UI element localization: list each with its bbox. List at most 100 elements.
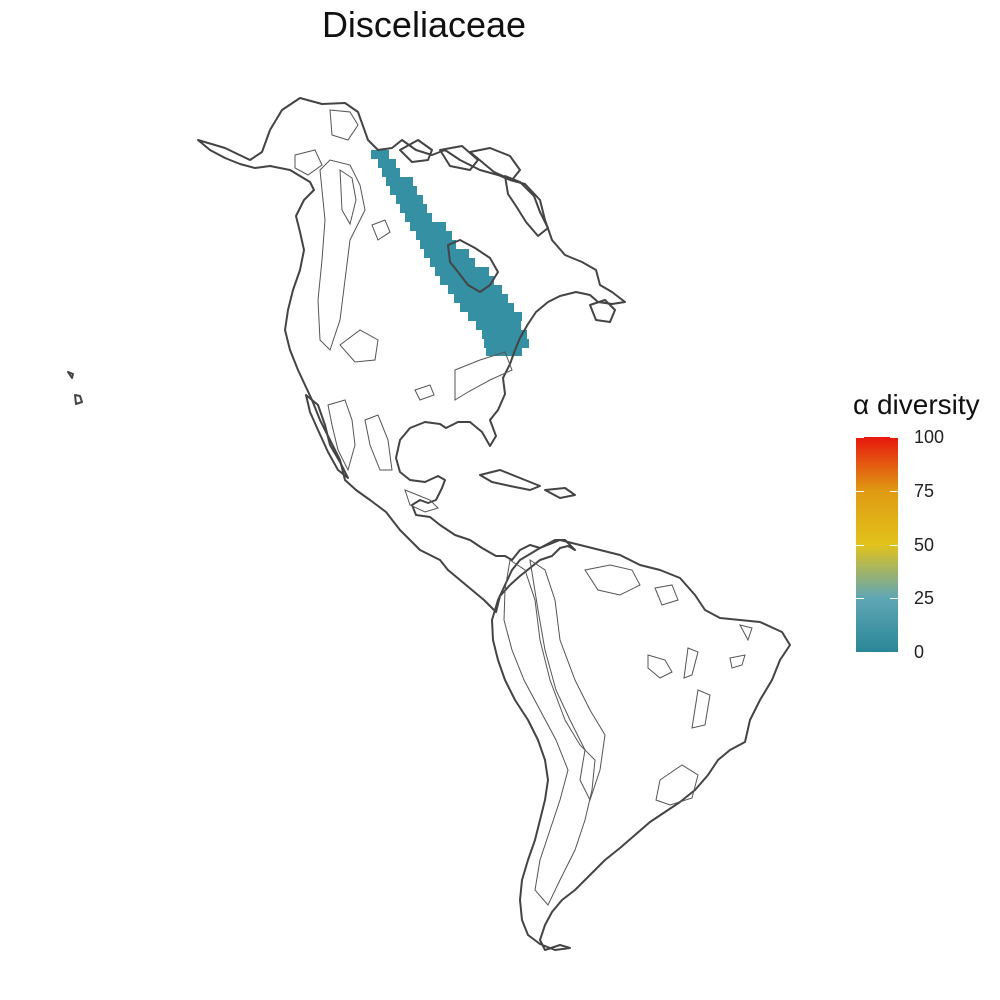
legend-tick-mark <box>856 598 864 600</box>
diversity-cell <box>408 186 417 195</box>
legend-title: α diversity <box>853 389 980 420</box>
diversity-cell <box>448 258 457 267</box>
diversity-cell <box>466 258 475 267</box>
diversity-cell <box>448 285 457 294</box>
diversity-cell <box>410 222 419 231</box>
arctic-islands-outline <box>399 139 549 237</box>
diversity-cell <box>433 249 442 258</box>
diversity-cell <box>424 249 433 258</box>
legend-tick-label: 50 <box>914 534 935 555</box>
diversity-cell <box>512 321 521 330</box>
diversity-cell <box>471 267 480 276</box>
diversity-cell <box>378 159 387 168</box>
diversity-cell <box>472 294 481 303</box>
diversity-cell <box>449 276 458 285</box>
diversity-cell <box>511 339 520 348</box>
diversity-cell <box>425 231 434 240</box>
diversity-cell <box>418 204 427 213</box>
diversity-cell <box>458 276 467 285</box>
diversity-cell <box>486 347 495 356</box>
diversity-cell <box>468 312 477 321</box>
cuba-outline <box>479 469 541 491</box>
diversity-cell <box>399 186 408 195</box>
diversity-cell <box>430 258 439 267</box>
diversity-cell <box>484 285 493 294</box>
pacific-islands-outline <box>67 371 83 405</box>
diversity-cell <box>429 240 438 249</box>
diversity-cell <box>391 168 400 177</box>
diversity-cell <box>494 321 503 330</box>
diversity-cell <box>444 267 453 276</box>
diversity-cell <box>481 294 490 303</box>
diversity-cell <box>462 267 471 276</box>
diversity-cell <box>442 249 451 258</box>
diversity-cell <box>395 177 404 186</box>
diversity-cell <box>467 276 476 285</box>
diversity-cell <box>505 303 514 312</box>
diversity-cell <box>428 222 437 231</box>
diversity-cell <box>439 258 448 267</box>
diversity-cell <box>485 321 494 330</box>
diversity-cell <box>503 321 512 330</box>
diversity-cell <box>443 231 452 240</box>
diversity-cell <box>491 330 500 339</box>
diversity-cell <box>477 312 486 321</box>
diversity-cell <box>504 347 513 356</box>
diversity-cell <box>469 303 478 312</box>
diversity-cell <box>434 231 443 240</box>
diversity-cell <box>414 213 423 222</box>
legend-tick-label: 0 <box>914 642 925 662</box>
newfoundland-outline <box>589 299 616 323</box>
diversity-cell <box>414 195 423 204</box>
diversity-cell <box>420 240 429 249</box>
map-title: Disceliaceae <box>321 4 527 45</box>
legend-tick-mark <box>890 652 898 653</box>
diversity-cell <box>390 186 399 195</box>
diversity-cell <box>438 240 447 249</box>
diversity-cell <box>504 312 513 321</box>
legend-tick-label: 100 <box>914 427 945 447</box>
diversity-cell <box>405 213 414 222</box>
diversity-cell <box>513 312 522 321</box>
legend-tick-mark <box>890 598 898 600</box>
diversity-cell <box>509 330 518 339</box>
diversity-cell <box>454 294 463 303</box>
diversity-cell <box>457 285 466 294</box>
diversity-cell <box>486 312 495 321</box>
diversity-cell <box>499 294 508 303</box>
legend-tick-mark <box>856 490 864 492</box>
diversity-cell <box>482 330 491 339</box>
diversity-cell <box>493 339 502 348</box>
diversity-cell <box>457 258 466 267</box>
diversity-cell <box>435 267 444 276</box>
diversity-cell <box>478 303 487 312</box>
diversity-cell <box>405 195 414 204</box>
diversity-cell <box>495 312 504 321</box>
diversity-cell <box>380 150 389 159</box>
diversity-cell <box>463 294 472 303</box>
diversity-cell <box>485 276 494 285</box>
diversity-cell <box>460 249 469 258</box>
diversity-cell <box>484 339 493 348</box>
diversity-cell <box>404 177 413 186</box>
north-america-outline <box>197 97 626 613</box>
diversity-cell <box>409 204 418 213</box>
legend-tick-mark <box>890 490 898 492</box>
diversity-cell <box>387 159 396 168</box>
diversity-cell <box>416 231 425 240</box>
diversity-cell <box>495 347 504 356</box>
diversity-cell <box>460 303 469 312</box>
diversity-cell <box>440 276 449 285</box>
diversity-cell <box>520 339 529 348</box>
legend-tick-label: 75 <box>914 480 935 501</box>
diversity-cell <box>496 303 505 312</box>
diversity-cell <box>513 347 522 356</box>
diversity-cell <box>400 204 409 213</box>
legend-tick-label: 25 <box>914 588 935 609</box>
diversity-cell <box>386 177 395 186</box>
hudson-bay-outline <box>447 239 499 293</box>
diversity-cell <box>475 285 484 294</box>
diversity-cell <box>480 267 489 276</box>
diversity-cell <box>371 150 380 159</box>
